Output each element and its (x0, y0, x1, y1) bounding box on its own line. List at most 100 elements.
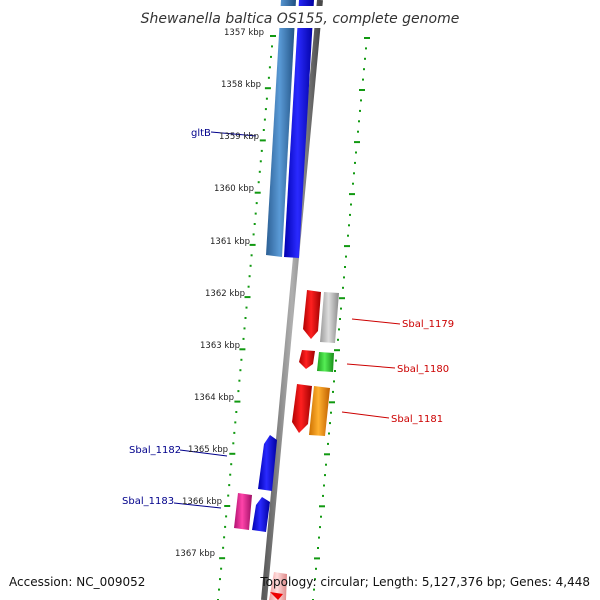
strand-tick (259, 160, 262, 163)
strand-tick (255, 202, 258, 205)
strand-tick (234, 400, 241, 403)
strand-tick (318, 536, 320, 539)
gene-sbal-1183-blue[interactable] (252, 497, 270, 532)
strand-tick (248, 275, 251, 278)
gene-sbal-1180-red[interactable] (299, 350, 315, 369)
strand-tick (260, 149, 263, 152)
strand-tick (252, 233, 255, 236)
strand-tick (242, 337, 245, 340)
strand-tick (322, 494, 324, 497)
strand-tick (320, 515, 322, 518)
strand-tick (357, 130, 359, 133)
strand-tick (237, 390, 240, 393)
scale-label: 1364 kbp (194, 393, 234, 403)
strand-tick (334, 370, 336, 372)
strand-tick (254, 212, 257, 215)
inner-strand-ticks (217, 35, 276, 600)
strand-tick (354, 161, 356, 164)
strand-tick (339, 318, 341, 320)
strand-tick (268, 66, 271, 69)
strand-tick (238, 379, 241, 382)
strand-tick (243, 327, 246, 330)
strand-tick (314, 578, 316, 581)
strand-tick (264, 87, 271, 90)
strand-tick (218, 588, 220, 591)
strand-tick (354, 141, 360, 144)
strand-tick (265, 97, 268, 100)
scale-label: 1367 kbp (175, 549, 215, 559)
scale-label: 1358 kbp (221, 80, 261, 90)
strand-tick (344, 266, 346, 268)
strand-tick (244, 296, 251, 299)
strand-tick (338, 328, 340, 331)
strand-tick (233, 431, 236, 434)
gene-features (234, 0, 339, 600)
strand-tick (253, 223, 256, 225)
gene-gltB-inner[interactable] (284, 0, 314, 258)
strand-tick (358, 120, 360, 123)
gene-labels: gltB Sbal_1179 Sbal_1180 Sbal_1181 Sbal_… (122, 128, 454, 507)
gene-label-sbal-1182[interactable]: Sbal_1182 (129, 445, 181, 456)
strand-tick (317, 547, 319, 549)
gene-gltB-outer[interactable] (266, 0, 296, 257)
gene-sbal-1181-orange[interactable] (309, 386, 330, 436)
strand-tick (360, 99, 362, 102)
strand-tick (257, 181, 260, 184)
strand-tick (239, 348, 246, 351)
strand-tick (250, 254, 253, 257)
strand-tick (245, 306, 248, 309)
strand-tick (258, 170, 261, 173)
map-title: Shewanella baltica OS155, complete genom… (141, 11, 460, 27)
scale-label: 1366 kbp (182, 497, 222, 507)
gene-sbal-1179-red[interactable] (303, 290, 321, 339)
strand-tick (349, 213, 351, 216)
gene-sbal-1180-green[interactable] (317, 352, 334, 372)
strand-tick (224, 525, 227, 528)
gene-label-gltB[interactable]: gltB (191, 128, 211, 139)
strand-tick (345, 255, 347, 258)
strand-tick (319, 505, 325, 508)
gene-label-sbal-1181[interactable]: Sbal_1181 (391, 414, 443, 425)
strand-tick (327, 442, 329, 445)
strand-tick (359, 109, 361, 112)
strand-tick (329, 401, 335, 404)
strand-tick (365, 47, 367, 50)
strand-tick (244, 317, 247, 319)
scale-label: 1360 kbp (214, 184, 254, 194)
strand-tick (330, 411, 332, 414)
strand-tick (315, 567, 317, 570)
gene-sbal-1183-magenta[interactable] (234, 493, 252, 530)
gene-partial-bottom-red[interactable] (270, 592, 283, 600)
scale-label: 1357 kbp (224, 28, 264, 38)
strand-tick (239, 369, 242, 372)
scale-label: 1361 kbp (210, 237, 250, 247)
gene-label-sbal-1179[interactable]: Sbal_1179 (402, 319, 454, 330)
strand-tick (324, 453, 330, 456)
scale-label: 1365 kbp (188, 445, 228, 455)
strand-tick (344, 245, 350, 248)
strand-tick (359, 89, 365, 91)
strand-tick (227, 494, 230, 497)
strand-tick (319, 526, 321, 529)
strand-tick (332, 390, 334, 393)
strand-tick (350, 203, 352, 206)
strand-tick (240, 358, 243, 361)
strand-tick (313, 588, 315, 591)
strand-tick (340, 307, 342, 310)
strand-tick (247, 285, 250, 288)
strand-tick (270, 55, 272, 58)
gene-label-sbal-1183[interactable]: Sbal_1183 (122, 496, 174, 507)
genome-summary-text: Topology: circular; Length: 5,127,376 bp… (259, 575, 590, 589)
gene-sbal-1179-grey[interactable] (320, 292, 339, 343)
gene-label-sbal-1180[interactable]: Sbal_1180 (397, 364, 449, 375)
gene-sbal-1182[interactable] (258, 435, 277, 491)
strand-tick (323, 484, 325, 487)
gene-sbal-1181-red[interactable] (292, 384, 312, 433)
strand-tick (225, 515, 228, 518)
strand-tick (220, 567, 223, 570)
scale-label: 1362 kbp (205, 289, 245, 299)
strand-tick (224, 505, 231, 507)
strand-tick (219, 578, 221, 581)
